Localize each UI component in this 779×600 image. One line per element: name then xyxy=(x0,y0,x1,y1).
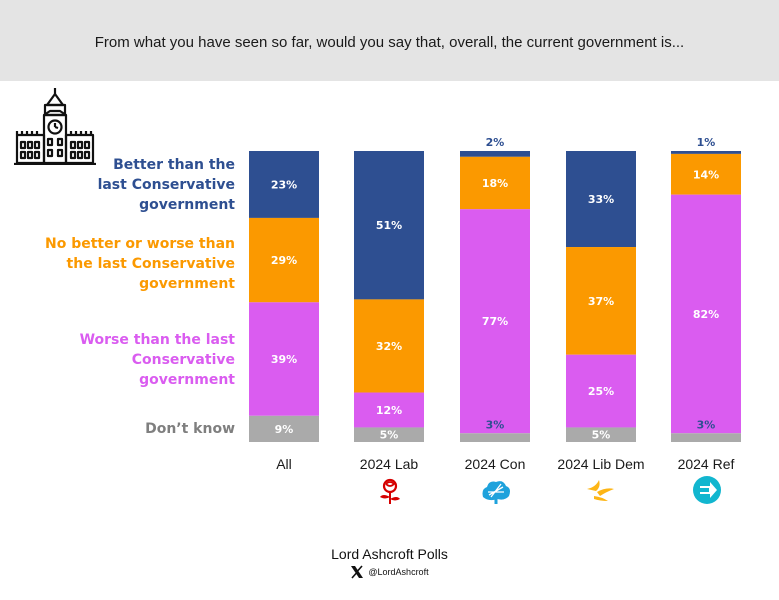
bar-segment-2024-lab-worse xyxy=(354,392,424,428)
data-label-all-worse: 39% xyxy=(271,353,297,366)
category-label-2024-ref: 2024 Ref xyxy=(678,456,735,472)
bar-segment-2024-lab-better xyxy=(354,151,424,300)
legend-label-no-better-line2: the last Conservative xyxy=(66,256,235,272)
data-label-2024-ref-dont-know: 3% xyxy=(697,418,716,431)
big-ben-parliament-icon xyxy=(14,87,96,170)
bar-segment-2024-lib-dem-better xyxy=(566,151,636,248)
bar-segment-all-worse xyxy=(249,302,319,416)
bar-segment-2024-lab-dont-know xyxy=(354,427,424,442)
x-logo-icon xyxy=(351,565,364,579)
lib-dem-bird-icon xyxy=(584,475,614,505)
legend-label-worse-line2: Conservative xyxy=(131,352,235,368)
footer-title: Lord Ashcroft Polls xyxy=(331,546,448,562)
labour-rose-icon xyxy=(375,475,405,505)
legend-label-no-better-line1: No better or worse than xyxy=(44,236,235,252)
question-header: From what you have seen so far, would yo… xyxy=(0,0,779,81)
bar-segment-all-better xyxy=(249,151,319,218)
data-label-2024-ref-better: 1% xyxy=(697,136,716,149)
data-label-all-dont-know: 9% xyxy=(275,423,294,436)
bar-segment-2024-lib-dem-worse xyxy=(566,354,636,428)
question-text: From what you have seen so far, would yo… xyxy=(94,34,685,51)
data-label-2024-con-worse: 77% xyxy=(482,315,508,328)
bar-segment-2024-ref-no-better xyxy=(671,153,741,195)
bar-segment-2024-ref-dont-know xyxy=(671,433,741,442)
legend-label-no-better-line3: government xyxy=(139,276,235,292)
data-label-2024-lib-dem-worse: 25% xyxy=(588,385,614,398)
legend-label-no-better: No better or worse than the last Conserv… xyxy=(45,234,235,294)
legend-label-better-line1: Better than the xyxy=(113,157,235,173)
category-label-2024-con: 2024 Con xyxy=(465,456,526,472)
category-label-2024-lib-dem: 2024 Lib Dem xyxy=(557,456,644,472)
legend-label-better-line2: last Conservative xyxy=(97,177,235,193)
bar-segment-2024-con-better xyxy=(460,151,530,157)
legend-label-dont-know-line1: Don’t know xyxy=(145,421,235,437)
data-label-2024-lib-dem-better: 33% xyxy=(588,193,614,206)
bar-segment-2024-con-no-better xyxy=(460,156,530,210)
bar-segment-2024-ref-worse xyxy=(671,194,741,434)
bar-segment-2024-lab-no-better xyxy=(354,299,424,393)
conservative-tree-icon xyxy=(479,475,510,505)
data-label-2024-lib-dem-no-better: 37% xyxy=(588,295,614,308)
legend-label-worse-line1: Worse than the last xyxy=(79,332,235,348)
data-label-2024-lab-dont-know: 5% xyxy=(380,429,399,442)
bar-segment-2024-lib-dem-no-better xyxy=(566,247,636,355)
legend-label-worse: Worse than the last Conservative governm… xyxy=(80,330,235,390)
legend-label-dont-know: Don’t know xyxy=(145,419,235,439)
bar-segment-2024-ref-better xyxy=(671,151,741,154)
data-label-2024-lib-dem-dont-know: 5% xyxy=(592,429,611,442)
legend-label-better-line3: government xyxy=(139,197,235,213)
data-label-all-better: 23% xyxy=(271,178,297,191)
bar-segment-2024-con-dont-know xyxy=(460,433,530,442)
data-label-2024-con-better: 2% xyxy=(486,136,505,149)
data-label-2024-con-dont-know: 3% xyxy=(486,418,505,431)
data-label-2024-con-no-better: 18% xyxy=(482,177,508,190)
data-label-2024-ref-no-better: 14% xyxy=(693,168,719,181)
data-label-all-no-better: 29% xyxy=(271,254,297,267)
bar-segment-all-dont-know xyxy=(249,415,319,442)
data-label-2024-lab-better: 51% xyxy=(376,219,402,232)
reform-arrow-icon xyxy=(692,475,722,505)
bar-segment-all-no-better xyxy=(249,217,319,303)
footer-handle-text: @LordAshcroft xyxy=(368,567,429,577)
data-label-2024-lab-no-better: 32% xyxy=(376,340,402,353)
footer-handle: @LordAshcroft xyxy=(0,565,779,579)
category-label-all: All xyxy=(276,456,292,472)
category-label-2024-lab: 2024 Lab xyxy=(360,456,419,472)
data-label-2024-lab-worse: 12% xyxy=(376,404,402,417)
legend-label-worse-line3: government xyxy=(139,372,235,388)
bar-segment-2024-lib-dem-dont-know xyxy=(566,427,636,442)
data-label-2024-ref-worse: 82% xyxy=(693,308,719,321)
bar-segment-2024-con-worse xyxy=(460,209,530,434)
legend-label-better: Better than the last Conservative govern… xyxy=(98,155,235,215)
